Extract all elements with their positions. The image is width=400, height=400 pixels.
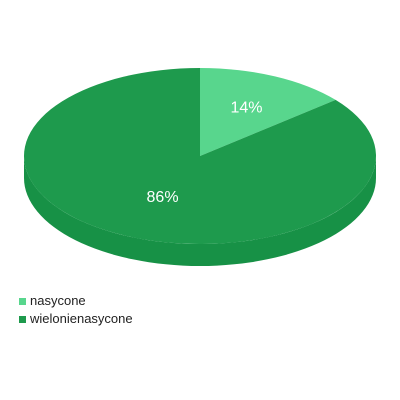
legend: nasycone wielonienasycone	[19, 292, 133, 328]
legend-item-wielonienasycone[interactable]: wielonienasycone	[19, 310, 133, 328]
pie-slice-wielonienasycone[interactable]	[23, 68, 376, 245]
legend-item-nasycone[interactable]: nasycone	[19, 292, 133, 310]
pie-slice-nasycone[interactable]	[200, 68, 336, 156]
pie-slices	[23, 68, 376, 266]
pie-label-nasycone: 14%	[230, 100, 262, 117]
pie-side	[24, 156, 376, 266]
pie-label-wielonienasycone: 86%	[147, 189, 179, 206]
legend-label-nasycone: nasycone	[30, 293, 86, 308]
legend-label-wielonienasycone: wielonienasycone	[30, 311, 133, 326]
pie-labels: 14% 86%	[147, 100, 263, 206]
legend-swatch-wielonienasycone	[19, 315, 26, 323]
legend-swatch-nasycone	[19, 297, 26, 305]
